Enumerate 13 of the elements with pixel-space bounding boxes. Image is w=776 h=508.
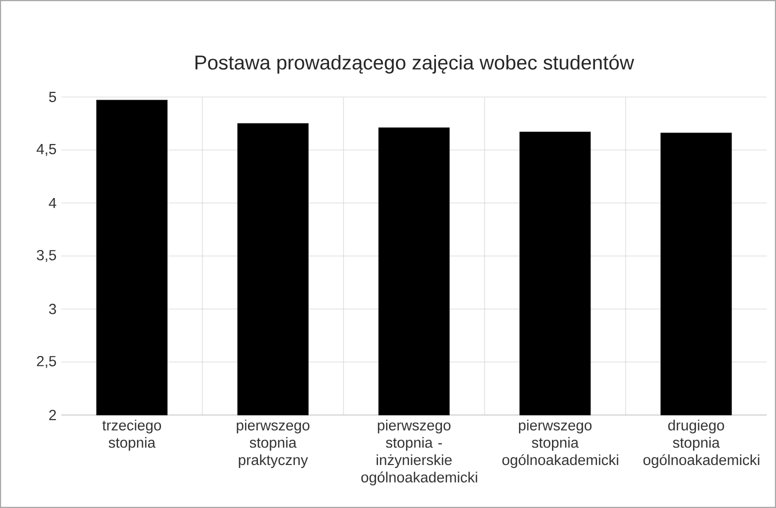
x-tick-label: pierwszego stopnia - inżynierskie ogólnoakademicki — [361, 420, 478, 486]
y-tick-label: 3,5 — [36, 250, 56, 262]
y-tick-label: 4,5 — [36, 144, 56, 156]
y-tick-label: 2 — [49, 410, 56, 420]
y-tick-label: 3 — [49, 304, 56, 314]
y-tick-label: 2,5 — [37, 356, 56, 368]
x-tick-label: drugiego stopnia ogólnoakademicki — [643, 420, 760, 468]
y-tick-label: 4 — [48, 198, 56, 208]
x-tick-label: pierwszego stopnia praktyczny — [236, 420, 310, 468]
x-tick-label: pierwszego stopnia ogólnoakademicki — [502, 420, 618, 468]
x-tick-label: trzeciego stopnia — [102, 420, 162, 451]
chart-title: Postawa prowadzącego zajęcia wobec studentów — [196, 54, 634, 74]
y-tick-label: 5 — [49, 92, 56, 102]
